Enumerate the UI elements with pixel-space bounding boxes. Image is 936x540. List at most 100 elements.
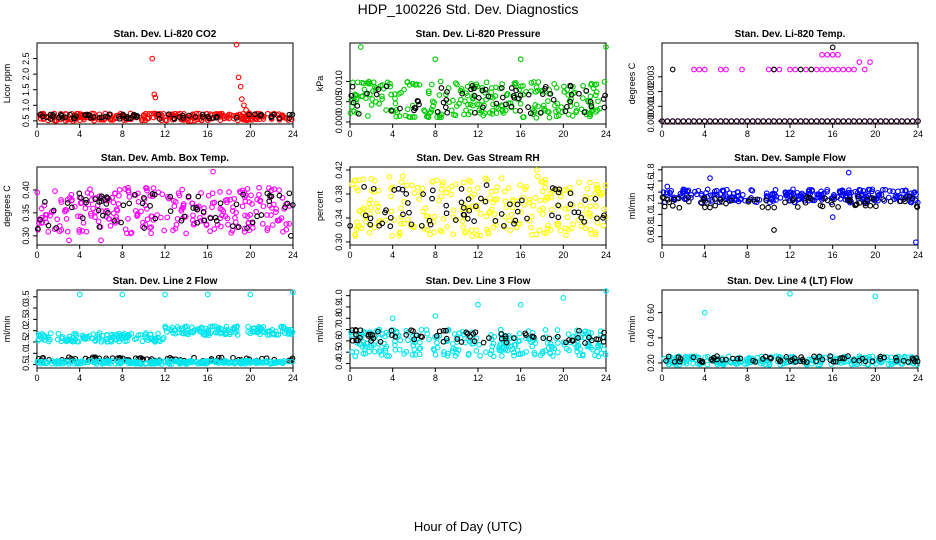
data-point	[493, 188, 499, 194]
data-point	[176, 114, 183, 120]
data-point	[105, 210, 111, 216]
outlier-point	[247, 291, 254, 298]
x-tick-label: 4	[702, 373, 707, 383]
data-point	[600, 346, 607, 353]
y-tick-label: 0.60	[646, 304, 656, 322]
data-point	[856, 357, 863, 364]
data-point	[98, 193, 105, 200]
data-point	[448, 191, 454, 198]
x-tick-label: 24	[288, 250, 298, 260]
data-point	[565, 92, 572, 98]
y-tick-label: 0.5	[334, 346, 344, 359]
data-point	[278, 324, 284, 330]
data-point	[521, 201, 527, 208]
data-point	[592, 352, 598, 359]
y-tick-label: 0.9	[334, 301, 344, 314]
data-point	[829, 201, 835, 208]
data-point	[806, 186, 813, 193]
data-point	[459, 90, 466, 97]
chart-panel: Stan. Dev. Gas Stream RH percent 0 4 8 12 16 20…	[315, 153, 611, 260]
data-point	[441, 351, 447, 358]
x-tick-label: 0	[34, 250, 39, 260]
data-point	[595, 342, 601, 349]
data-point	[600, 338, 607, 345]
data-point	[719, 198, 725, 205]
data-point	[404, 79, 411, 86]
outlier-point	[824, 66, 831, 73]
data-point	[742, 197, 749, 204]
data-point	[458, 339, 465, 345]
data-point	[387, 214, 394, 221]
data-point	[837, 355, 844, 362]
data-point	[469, 203, 476, 209]
x-tick-label: 8	[120, 250, 125, 260]
data-point	[818, 192, 825, 198]
x-tick-label: 0	[659, 250, 664, 260]
data-point	[545, 222, 551, 229]
data-point	[877, 118, 884, 124]
data-point	[683, 360, 690, 367]
data-point	[435, 197, 442, 204]
data-point	[367, 197, 374, 203]
data-point	[364, 80, 371, 86]
data-point	[100, 212, 106, 219]
data-point	[240, 111, 246, 117]
data-point	[501, 188, 508, 195]
data-point	[165, 111, 172, 118]
data-point	[577, 202, 584, 209]
data-point	[855, 193, 862, 200]
data-point	[659, 194, 666, 201]
data-point	[870, 196, 877, 203]
x-tick-label: 16	[203, 129, 213, 139]
data-point	[498, 331, 505, 337]
data-point	[93, 360, 100, 367]
outlier-point	[290, 289, 296, 296]
data-point	[130, 111, 137, 118]
data-point	[558, 104, 565, 110]
data-point	[904, 118, 911, 124]
data-point	[444, 223, 451, 230]
data-point	[470, 336, 476, 343]
y-tick-label: 1.0	[646, 208, 656, 221]
data-point	[576, 352, 583, 359]
data-point	[501, 222, 507, 229]
data-point	[597, 328, 604, 334]
data-point	[386, 353, 392, 359]
data-point	[707, 118, 713, 124]
data-point	[348, 92, 355, 99]
data-point	[528, 79, 535, 86]
data-point	[808, 195, 814, 202]
data-point	[585, 329, 592, 336]
data-point	[564, 214, 571, 221]
outlier-point	[819, 66, 825, 73]
data-point	[152, 215, 159, 222]
data-point	[114, 207, 121, 214]
chart-panel: Stan. Dev. Li-820 Temp. degrees C 0 4 8 12 16 2…	[627, 29, 923, 139]
data-point	[420, 191, 426, 197]
data-point	[242, 212, 248, 219]
data-point	[535, 79, 542, 85]
outlier-point	[797, 66, 804, 73]
data-point	[880, 196, 887, 203]
data-point	[466, 186, 473, 193]
data-point	[691, 118, 697, 124]
data-point	[237, 360, 243, 367]
x-tick-label: 4	[390, 373, 395, 383]
data-point	[766, 361, 773, 367]
data-point	[444, 109, 451, 116]
data-point	[601, 206, 607, 212]
data-point	[482, 86, 489, 93]
data-point	[180, 204, 186, 211]
data-point	[529, 343, 536, 350]
data-point	[77, 200, 84, 207]
data-point	[865, 186, 872, 193]
data-point	[175, 190, 182, 197]
data-point	[167, 208, 174, 214]
data-point	[602, 182, 609, 189]
data-point	[199, 114, 206, 120]
data-point	[578, 214, 585, 221]
data-point	[523, 335, 529, 342]
data-point	[80, 219, 87, 226]
outlier-point	[819, 51, 825, 58]
data-point	[478, 195, 484, 202]
